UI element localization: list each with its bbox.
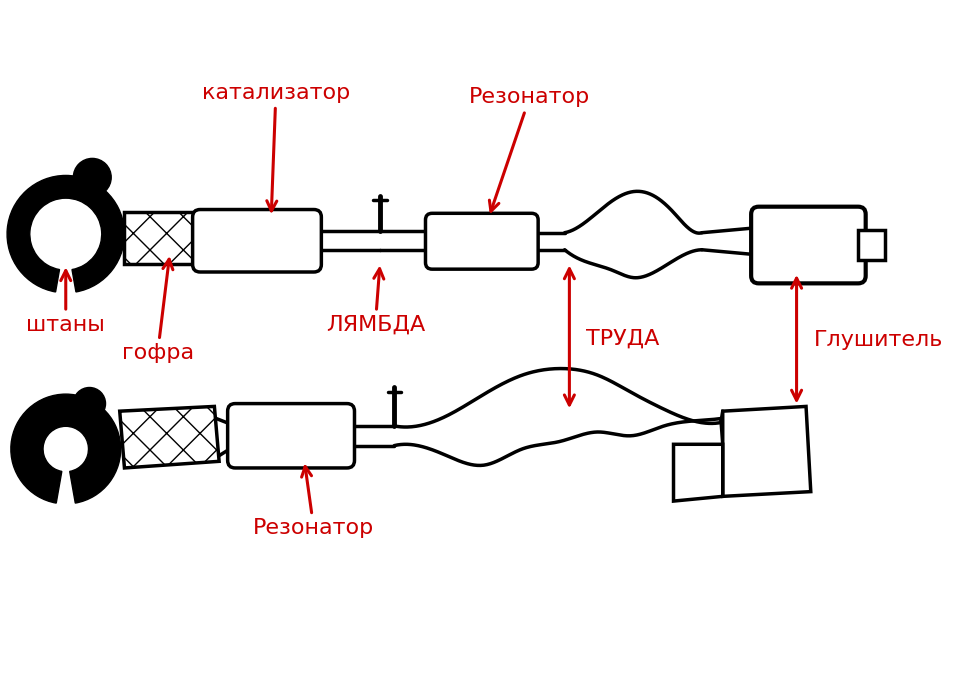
- Text: ТРУДА: ТРУДА: [587, 329, 660, 348]
- Polygon shape: [120, 406, 219, 468]
- Circle shape: [73, 158, 111, 196]
- FancyBboxPatch shape: [228, 403, 354, 468]
- Bar: [125, 213, 214, 264]
- Wedge shape: [11, 394, 121, 503]
- Text: Резонатор: Резонатор: [469, 88, 590, 211]
- Polygon shape: [723, 406, 811, 497]
- FancyBboxPatch shape: [425, 213, 539, 269]
- Circle shape: [73, 388, 106, 420]
- Polygon shape: [674, 445, 723, 501]
- FancyBboxPatch shape: [751, 206, 866, 283]
- Text: ЛЯМБДА: ЛЯМБДА: [325, 269, 425, 335]
- Text: Глушитель: Глушитель: [814, 330, 943, 350]
- Text: катализатор: катализатор: [202, 83, 350, 211]
- Text: гофра: гофра: [122, 259, 194, 363]
- Bar: [858, 230, 884, 261]
- Text: Резонатор: Резонатор: [253, 466, 374, 539]
- Wedge shape: [7, 176, 125, 292]
- FancyBboxPatch shape: [193, 209, 322, 272]
- Text: штаны: штаны: [26, 270, 106, 335]
